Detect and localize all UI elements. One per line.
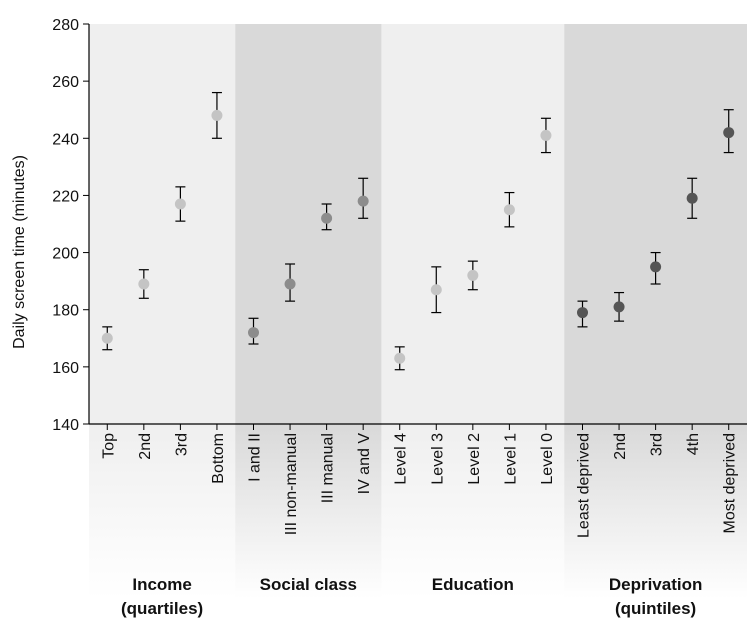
y-tick-label: 180 [52, 303, 79, 320]
data-point [174, 198, 186, 210]
group-band-2 [235, 24, 382, 424]
group-bands [89, 24, 747, 599]
group-title-line: (quartiles) [121, 599, 203, 618]
data-point [467, 269, 479, 281]
group-title-line: Education [432, 575, 514, 594]
group-title-4: Deprivation (quintiles) [609, 575, 703, 618]
data-point [284, 278, 296, 290]
data-point [211, 109, 223, 121]
group-title-line: Income [132, 575, 192, 594]
x-tick-label: Level 1 [502, 433, 519, 485]
group-title-line: (quintiles) [615, 599, 696, 618]
y-tick-label: 140 [52, 417, 79, 434]
data-point [394, 352, 406, 364]
x-tick-label: Top [100, 433, 117, 459]
data-point [321, 212, 333, 224]
group-title-line: Social class [260, 575, 357, 594]
x-tick-label: 2nd [137, 433, 154, 460]
y-tick-label: 280 [52, 17, 79, 34]
x-tick-label: Most deprived [722, 433, 739, 534]
y-tick-label: 200 [52, 246, 79, 263]
x-tick-label: III non-manual [283, 433, 300, 535]
data-point [540, 129, 552, 141]
group-titles: Income (quartiles) Social class Education De… [121, 575, 702, 618]
x-tick-label: III manual [320, 433, 337, 503]
x-tick-label: IV and V [356, 433, 373, 495]
group-label-band-3 [381, 424, 565, 599]
data-point [686, 192, 698, 204]
data-point [357, 195, 369, 207]
y-tick-label: 260 [52, 74, 79, 91]
y-tick-label: 240 [52, 131, 79, 148]
group-title-2: Social class [260, 575, 357, 594]
group-band-4 [564, 24, 747, 424]
y-tick-label: 160 [52, 360, 79, 377]
data-points [101, 91, 735, 371]
data-point [101, 332, 113, 344]
x-tick-label: 4th [685, 433, 702, 455]
x-tick-label: Bottom [210, 433, 227, 484]
data-point [650, 261, 662, 273]
x-tick-label: Level 4 [393, 433, 410, 485]
x-tick-label: I and II [247, 433, 264, 482]
data-point [613, 301, 625, 313]
data-point [138, 278, 150, 290]
x-tick-label: Level 3 [429, 433, 446, 485]
group-label-band-1 [89, 424, 236, 599]
group-title-3: Education [432, 575, 514, 594]
data-point [723, 127, 735, 139]
group-label-band-2 [235, 424, 382, 599]
group-title-1: Income (quartiles) [121, 575, 203, 618]
data-point [577, 307, 588, 319]
y-axis: 140 160 180 200 220 240 260 280 [52, 17, 90, 434]
data-point [503, 204, 515, 216]
y-tick-label: 220 [52, 188, 79, 205]
y-axis-label: Daily screen time (minutes) [11, 155, 28, 349]
group-band-1 [89, 24, 236, 424]
group-label-band-4 [564, 424, 747, 599]
x-tick-label: 3rd [649, 433, 666, 456]
x-tick-label: Least deprived [576, 433, 593, 538]
group-title-line: Deprivation [609, 575, 703, 594]
group-band-3 [381, 24, 565, 424]
data-point [430, 284, 442, 296]
x-tick-label: Level 0 [539, 433, 556, 485]
x-tick-label: 3rd [173, 433, 190, 456]
data-point [248, 327, 259, 339]
x-axis: Top 2nd 3rd Bottom I and II III non-manual III… [89, 423, 747, 538]
x-tick-label: Level 2 [466, 433, 483, 485]
x-tick-label: 2nd [612, 433, 629, 460]
